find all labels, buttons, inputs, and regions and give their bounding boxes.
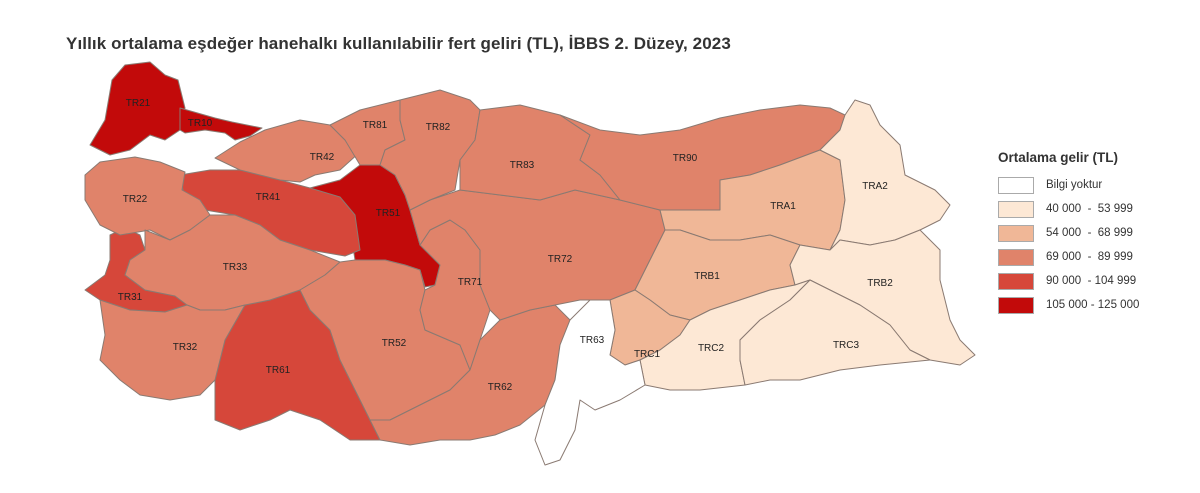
legend-label: Bilgi yoktur	[1046, 179, 1103, 191]
region-label: TR41	[256, 192, 281, 203]
region-label: TR82	[426, 122, 451, 133]
region-label: TR52	[382, 338, 407, 349]
legend-swatch	[998, 200, 1034, 218]
region-tr10	[179, 107, 263, 141]
legend-swatch	[998, 224, 1034, 242]
legend-swatch	[998, 176, 1034, 194]
region-label: TRA1	[770, 201, 796, 212]
region-label: TR72	[548, 254, 573, 265]
legend: Ortalama gelir (TL) Bilgi yoktur 40 000 -…	[998, 150, 1139, 317]
legend-label: 40 000 - 53 999	[1046, 203, 1133, 215]
legend-label: 90 000 - 104 999	[1046, 275, 1137, 287]
legend-title: Ortalama gelir (TL)	[998, 150, 1119, 165]
region-label: TR61	[266, 365, 291, 376]
region-label: TR10	[188, 118, 213, 129]
region-tr63	[534, 299, 646, 466]
region-label: TR31	[118, 292, 143, 303]
legend-item: 54 000 - 68 999	[998, 221, 1139, 245]
region-label: TRB1	[694, 271, 720, 282]
region-tr33	[124, 214, 341, 311]
region-label: TR90	[673, 153, 698, 164]
legend-label: 105 000 - 125 000	[1046, 299, 1140, 311]
map-title: Yıllık ortalama eşdeğer hanehalkı kullan…	[66, 34, 731, 53]
region-label: TR22	[123, 194, 148, 205]
legend-item: Bilgi yoktur	[998, 173, 1139, 197]
legend-item: 105 000 - 125 000	[998, 293, 1139, 317]
legend-swatch	[998, 296, 1034, 314]
region-label: TR32	[173, 342, 198, 353]
region-label: TRC2	[698, 343, 725, 354]
legend-item: 69 000 - 89 999	[998, 245, 1139, 269]
legend-label: 69 000 - 89 999	[1046, 251, 1133, 263]
region-label: TR51	[376, 208, 401, 219]
legend-swatch	[998, 272, 1034, 290]
region-label: TRB2	[867, 278, 893, 289]
region-trc3	[739, 279, 931, 386]
region-label: TR83	[510, 160, 535, 171]
region-tr32	[99, 299, 246, 401]
legend-item: 90 000 - 104 999	[998, 269, 1139, 293]
region-label: TR42	[310, 152, 335, 163]
region-label: TRC1	[634, 349, 661, 360]
region-label: TR21	[126, 98, 151, 109]
legend-swatch	[998, 248, 1034, 266]
region-label: TR63	[580, 335, 605, 346]
region-label: TRC3	[833, 340, 860, 351]
region-label: TR71	[458, 277, 483, 288]
region-label: TR62	[488, 382, 513, 393]
region-tr21	[89, 61, 186, 156]
legend-item: 40 000 - 53 999	[998, 197, 1139, 221]
region-label: TR81	[363, 120, 388, 131]
region-label: TR33	[223, 262, 248, 273]
region-label: TRA2	[862, 181, 888, 192]
region-tr22	[84, 156, 211, 241]
legend-label: 54 000 - 68 999	[1046, 227, 1133, 239]
region-tr82	[379, 89, 481, 211]
